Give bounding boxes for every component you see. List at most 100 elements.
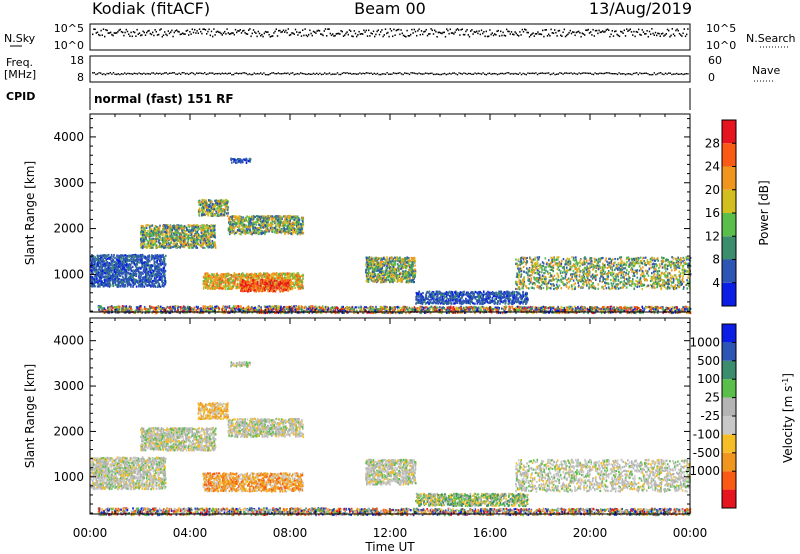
noise-point xyxy=(633,30,635,33)
scatter-cell xyxy=(111,258,114,261)
freq-point xyxy=(431,72,433,74)
scatter-cell xyxy=(282,288,285,291)
scatter-cell xyxy=(214,286,217,289)
noise-point xyxy=(476,30,478,33)
scatter-cell xyxy=(248,273,250,277)
scatter-cell xyxy=(276,281,278,284)
scatter-cell xyxy=(184,307,187,310)
scatter-cell xyxy=(297,278,300,281)
noise-point xyxy=(173,31,175,34)
scatter-cell xyxy=(152,227,155,231)
scatter-cell xyxy=(149,306,152,309)
noise-point xyxy=(332,33,334,35)
scatter-cell xyxy=(192,308,194,311)
noise-point xyxy=(327,28,329,30)
scatter-cell xyxy=(281,273,283,276)
scatter-cell xyxy=(155,312,157,315)
scatter-cell xyxy=(157,268,159,271)
noise-point xyxy=(330,34,333,37)
scatter-cell xyxy=(219,282,221,285)
scatter-cell xyxy=(163,272,165,276)
noise-point xyxy=(345,32,347,35)
scatter-cell xyxy=(282,281,285,284)
freq-point xyxy=(516,73,518,75)
scatter-cell xyxy=(202,246,204,249)
scatter-cell xyxy=(149,274,151,277)
noise-point xyxy=(491,32,493,34)
scatter-cell xyxy=(97,275,100,278)
freq-point xyxy=(392,72,395,74)
freq-point xyxy=(458,72,460,74)
noise-point xyxy=(614,30,616,33)
freq-point xyxy=(388,73,390,75)
scatter-cell xyxy=(222,276,224,279)
noise-point xyxy=(309,29,311,32)
scatter-cell xyxy=(101,265,104,268)
noise-point xyxy=(627,30,629,32)
freq-point xyxy=(404,72,406,74)
scatter-cell xyxy=(92,277,94,280)
scatter-cell xyxy=(109,256,112,259)
scatter-cell xyxy=(271,305,274,308)
scatter-cell xyxy=(156,254,159,257)
scatter-cell xyxy=(282,273,285,276)
scatter-cell xyxy=(206,240,208,243)
freq-point xyxy=(674,73,676,75)
scatter-cell xyxy=(266,279,269,283)
noise-point xyxy=(449,28,451,31)
scatter-cell xyxy=(250,275,253,278)
scatter-cell xyxy=(306,307,308,310)
noise-point xyxy=(207,30,209,33)
noise-point xyxy=(646,30,648,32)
freq-point xyxy=(252,73,254,76)
noise-point xyxy=(407,35,409,37)
scatter-cell xyxy=(153,262,156,265)
scatter-cell xyxy=(286,274,288,277)
scatter-cell xyxy=(212,278,215,282)
scatter-cell xyxy=(161,280,163,283)
scatter-cell xyxy=(195,238,198,242)
scatter-cell xyxy=(179,236,181,239)
scatter-cell xyxy=(99,285,101,288)
noise-point xyxy=(358,30,360,33)
freq-point xyxy=(349,72,351,75)
scatter-cell xyxy=(288,274,291,277)
scatter-cell xyxy=(158,282,161,286)
noise-point xyxy=(651,28,653,30)
noise-point xyxy=(442,31,444,34)
freq-point xyxy=(477,72,479,74)
scatter-cell xyxy=(264,279,266,282)
scatter-cell xyxy=(202,226,204,229)
scatter-cell xyxy=(100,258,102,261)
scatter-cell xyxy=(99,279,101,282)
scatter-cell xyxy=(179,225,182,228)
scatter-cell xyxy=(293,275,296,278)
scatter-cell xyxy=(296,282,298,285)
scatter-cell xyxy=(94,285,97,288)
scatter-cell xyxy=(283,309,286,313)
freq-point xyxy=(149,73,151,75)
scatter-cell xyxy=(152,255,155,258)
scatter-cell xyxy=(134,310,136,313)
scatter-cell xyxy=(303,310,305,313)
scatter-cell xyxy=(250,305,253,309)
noise-point xyxy=(399,33,401,36)
freq-point xyxy=(522,72,524,75)
scatter-cell xyxy=(260,280,262,283)
scatter-cell xyxy=(178,234,181,237)
scatter-cell xyxy=(103,254,106,257)
scatter-cell xyxy=(296,279,298,282)
freq-point xyxy=(328,72,331,74)
freq-point xyxy=(514,72,516,75)
noise-point xyxy=(434,29,436,32)
freq-point xyxy=(455,73,457,75)
noise-point xyxy=(516,34,519,36)
scatter-cell xyxy=(142,229,144,232)
scatter-cell xyxy=(126,254,129,258)
noise-point xyxy=(594,29,597,32)
noise-point xyxy=(520,34,522,36)
noise-point xyxy=(225,33,227,35)
scatter-cell xyxy=(212,306,214,309)
scatter-cell xyxy=(108,307,110,310)
freq-point xyxy=(653,72,655,74)
